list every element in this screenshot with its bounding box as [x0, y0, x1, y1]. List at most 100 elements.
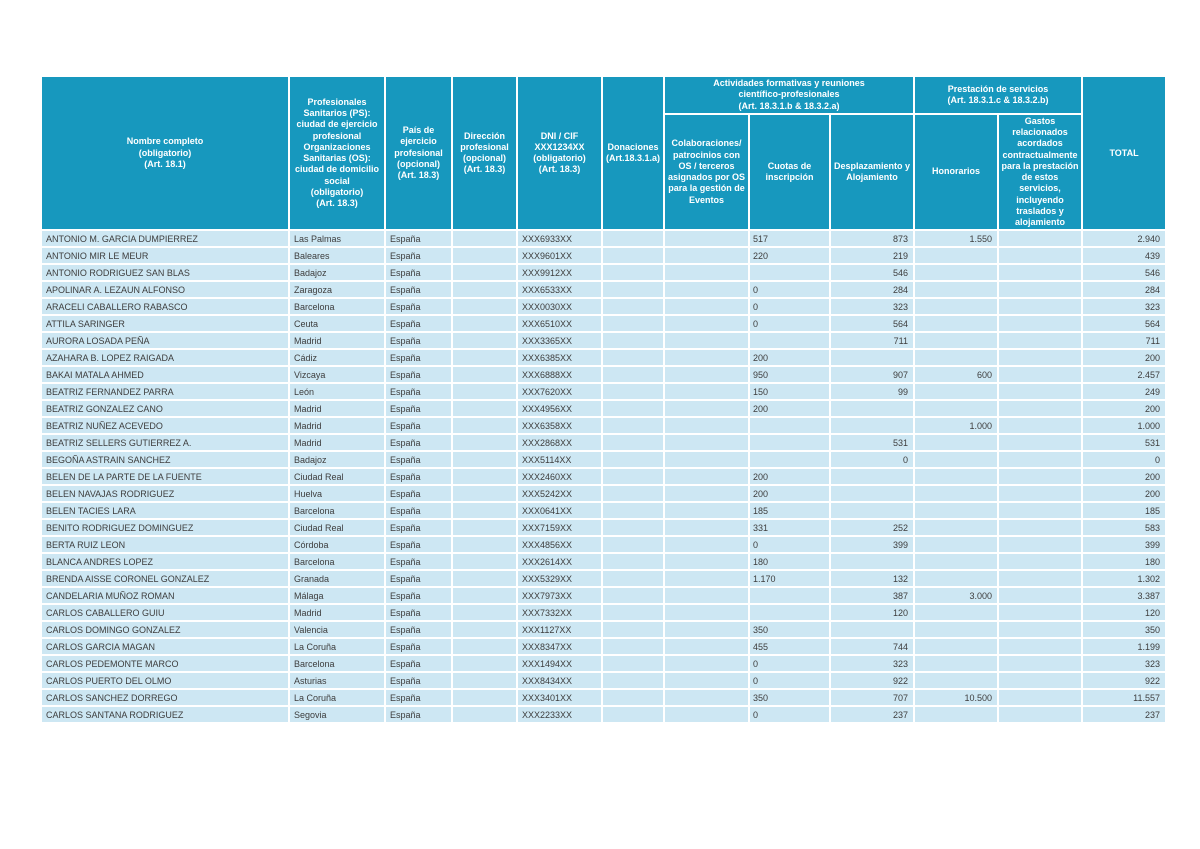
cell-honorarios [913, 297, 1000, 317]
cell-donaciones [601, 705, 665, 725]
table-row: CARLOS PEDEMONTE MARCO Barcelona España XXX… [40, 654, 1168, 674]
cell-colaboraciones [663, 382, 750, 402]
cell-honorarios: 10.500 [913, 688, 1000, 708]
cell-total: 0 [1081, 450, 1168, 470]
cell-cuotas: 220 [748, 246, 831, 266]
cell-dni: XXX9601XX [516, 246, 603, 266]
cell-desplazamiento [828, 501, 916, 521]
table-row: ANTONIO MIR LE MEUR Baleares España XXX9601… [40, 246, 1168, 266]
cell-city: Asturias [288, 671, 386, 691]
cell-address [451, 229, 518, 249]
cell-colaboraciones [663, 467, 750, 487]
cell-total: 546 [1081, 263, 1168, 283]
cell-country: España [384, 705, 453, 725]
cell-city: La Coruña [288, 637, 386, 657]
cell-desplazamiento: 744 [828, 637, 916, 657]
cell-gastos [997, 280, 1084, 300]
col-header-dni-cif: DNI / CIF XXX1234XX (obligatorio) (Art. … [516, 74, 603, 232]
cell-desplazamiento: 323 [828, 297, 916, 317]
col-header-colaboraciones-patrocinios: Colaboraciones/ patrocinios con OS / ter… [663, 112, 750, 232]
cell-donaciones [601, 637, 665, 657]
cell-address [451, 416, 518, 436]
cell-cuotas: 0 [748, 705, 831, 725]
cell-name: APOLINAR A. LEZAUN ALFONSO [40, 280, 290, 300]
cell-donaciones [601, 518, 665, 538]
cell-city: Madrid [288, 603, 386, 623]
cell-name: BELEN DE LA PARTE DE LA FUENTE [40, 467, 290, 487]
cell-dni: XXX9912XX [516, 263, 603, 283]
cell-name: BEATRIZ SELLERS GUTIERREZ A. [40, 433, 290, 453]
cell-total: 200 [1081, 399, 1168, 419]
cell-gastos [997, 671, 1084, 691]
cell-dni: XXX1494XX [516, 654, 603, 674]
table-row: CARLOS PUERTO DEL OLMO Asturias España XXX8… [40, 671, 1168, 691]
cell-address [451, 382, 518, 402]
cell-country: España [384, 450, 453, 470]
cell-cuotas: 200 [748, 467, 831, 487]
cell-total: 1.302 [1081, 569, 1168, 589]
cell-dni: XXX7159XX [516, 518, 603, 538]
cell-dni: XXX4856XX [516, 535, 603, 555]
cell-dni: XXX7620XX [516, 382, 603, 402]
cell-dni: XXX6385XX [516, 348, 603, 368]
cell-gastos [997, 297, 1084, 317]
cell-dni: XXX3365XX [516, 331, 603, 351]
cell-cuotas: 0 [748, 297, 831, 317]
cell-city: Madrid [288, 433, 386, 453]
cell-desplazamiento: 323 [828, 654, 916, 674]
cell-donaciones [601, 348, 665, 368]
cell-dni: XXX2460XX [516, 467, 603, 487]
cell-colaboraciones [663, 586, 750, 606]
cell-address [451, 297, 518, 317]
cell-desplazamiento: 546 [828, 263, 916, 283]
cell-donaciones [601, 433, 665, 453]
cell-colaboraciones [663, 637, 750, 657]
cell-desplazamiento [828, 620, 916, 640]
cell-gastos [997, 433, 1084, 453]
cell-honorarios [913, 603, 1000, 623]
cell-city: Ciudad Real [288, 518, 386, 538]
cell-country: España [384, 518, 453, 538]
cell-total: 2.940 [1081, 229, 1168, 249]
cell-honorarios [913, 314, 1000, 334]
cell-colaboraciones [663, 620, 750, 640]
cell-donaciones [601, 331, 665, 351]
cell-honorarios [913, 654, 1000, 674]
table-row: BERTA RUIZ LEON Córdoba España XXX4856XX 0 39… [40, 535, 1168, 555]
cell-honorarios [913, 484, 1000, 504]
cell-address [451, 569, 518, 589]
cell-address [451, 263, 518, 283]
cell-desplazamiento: 132 [828, 569, 916, 589]
col-header-pais: País de ejercicio profesional (opcional)… [384, 74, 453, 232]
cell-total: 120 [1081, 603, 1168, 623]
table-row: BEGOÑA ASTRAIN SANCHEZ Badajoz España XXX51… [40, 450, 1168, 470]
cell-total: 185 [1081, 501, 1168, 521]
cell-city: Granada [288, 569, 386, 589]
cell-country: España [384, 399, 453, 419]
cell-address [451, 280, 518, 300]
cell-colaboraciones [663, 314, 750, 334]
cell-donaciones [601, 671, 665, 691]
cell-honorarios [913, 280, 1000, 300]
cell-address [451, 620, 518, 640]
cell-honorarios [913, 433, 1000, 453]
cell-cuotas: 0 [748, 671, 831, 691]
cell-gastos [997, 365, 1084, 385]
cell-country: España [384, 365, 453, 385]
cell-donaciones [601, 263, 665, 283]
table-row: ARACELI CABALLERO RABASCO Barcelona España… [40, 297, 1168, 317]
cell-city: Cádiz [288, 348, 386, 368]
cell-donaciones [601, 314, 665, 334]
cell-donaciones [601, 586, 665, 606]
cell-desplazamiento: 252 [828, 518, 916, 538]
table-row: ANTONIO RODRIGUEZ SAN BLAS Badajoz España X… [40, 263, 1168, 283]
cell-name: BELEN TACIES LARA [40, 501, 290, 521]
cell-cuotas: 0 [748, 654, 831, 674]
table-body: ANTONIO M. GARCIA DUMPIERREZ Las Palmas Es… [40, 229, 1168, 725]
cell-desplazamiento: 237 [828, 705, 916, 725]
cell-name: BEATRIZ FERNANDEZ PARRA [40, 382, 290, 402]
cell-desplazamiento: 387 [828, 586, 916, 606]
cell-total: 1.000 [1081, 416, 1168, 436]
cell-country: España [384, 229, 453, 249]
cell-country: España [384, 637, 453, 657]
